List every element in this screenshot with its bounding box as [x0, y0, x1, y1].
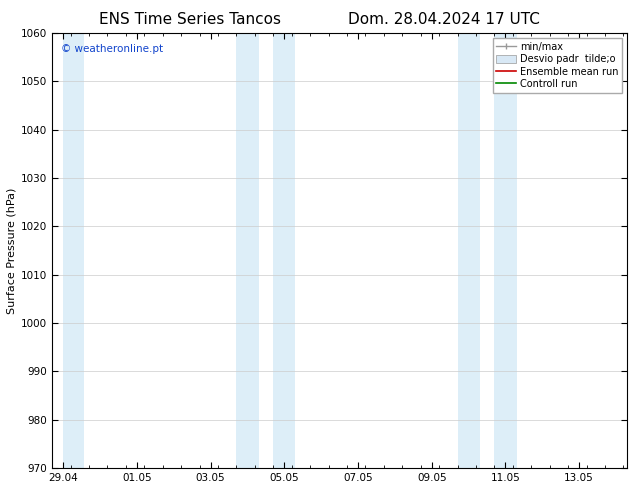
Bar	[458, 33, 480, 468]
Bar	[63, 33, 84, 468]
Y-axis label: Surface Pressure (hPa): Surface Pressure (hPa)	[7, 187, 17, 314]
Bar	[236, 33, 259, 468]
Bar	[273, 33, 295, 468]
Legend: min/max, Desvio padr  tilde;o, Ensemble mean run, Controll run: min/max, Desvio padr tilde;o, Ensemble m…	[493, 38, 622, 93]
Bar	[495, 33, 517, 468]
Text: Dom. 28.04.2024 17 UTC: Dom. 28.04.2024 17 UTC	[348, 12, 540, 27]
Text: © weatheronline.pt: © weatheronline.pt	[61, 44, 163, 54]
Text: ENS Time Series Tancos: ENS Time Series Tancos	[99, 12, 281, 27]
